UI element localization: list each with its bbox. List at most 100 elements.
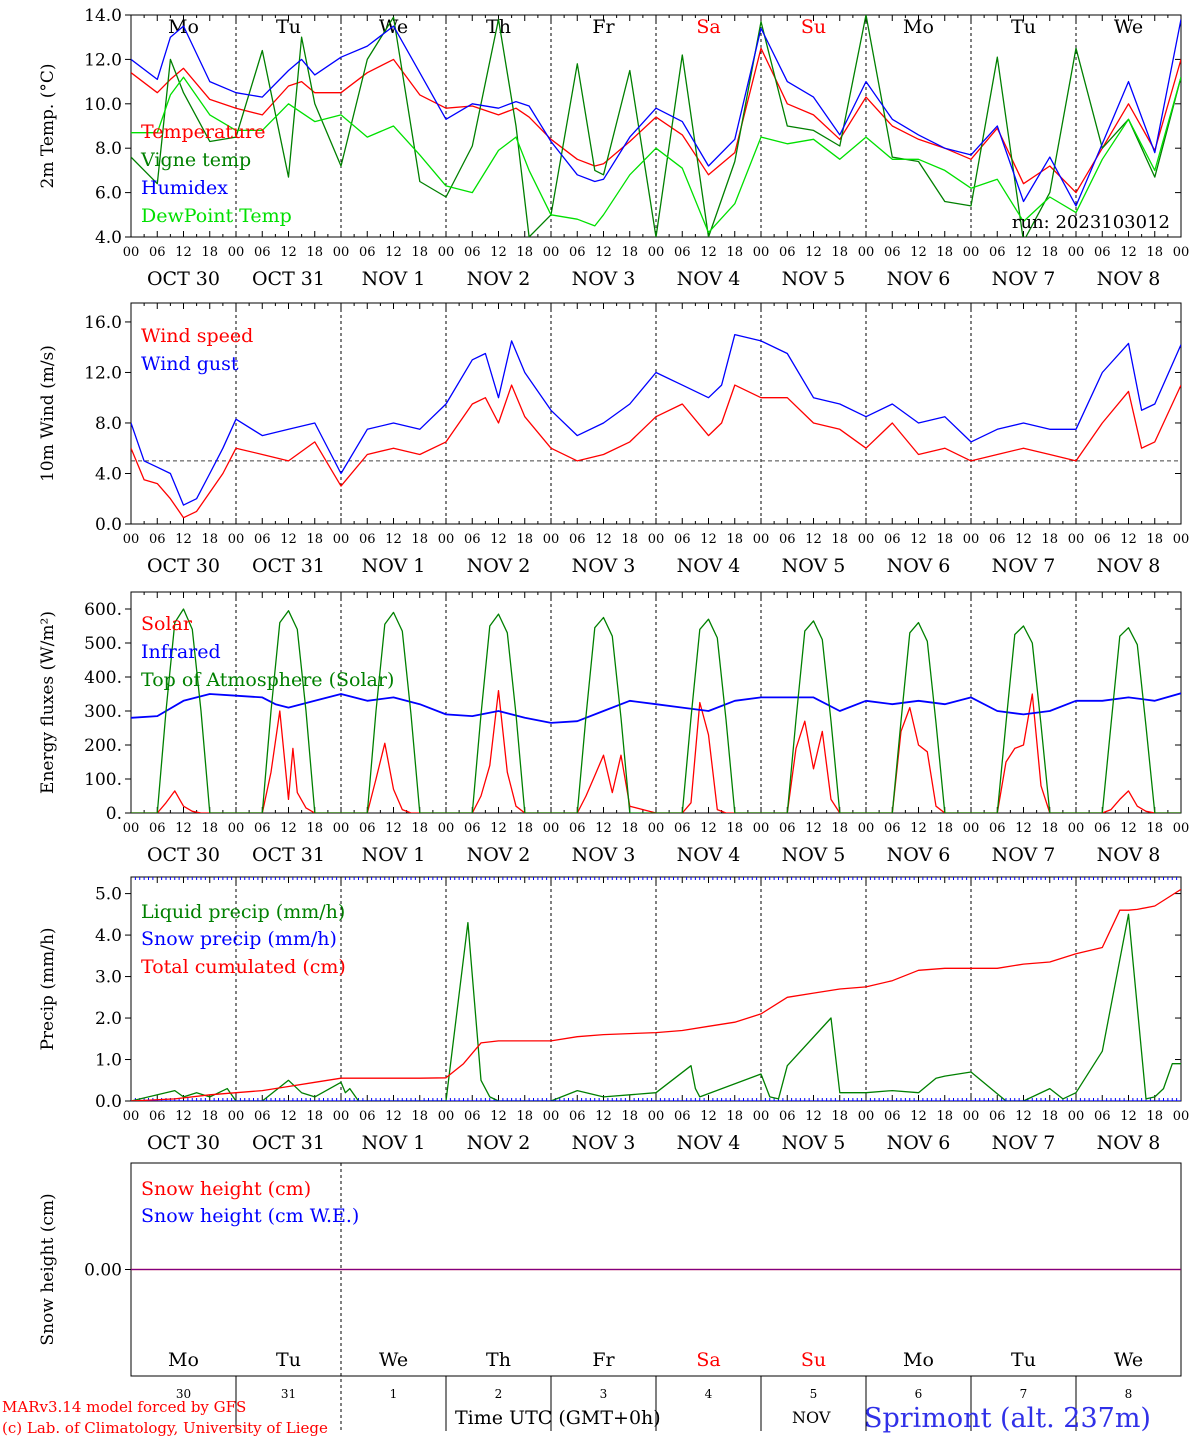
weekday-label: Sa	[696, 16, 720, 38]
hour-tick-label: 00	[648, 245, 665, 260]
date-label: NOV 3	[572, 844, 636, 866]
legend-entry: Snow precip (mm/h)	[141, 928, 337, 950]
hour-tick-label: 00	[543, 532, 560, 547]
hour-tick-label: 12	[490, 821, 507, 836]
hour-tick-label: 12	[175, 245, 192, 260]
date-label: NOV 7	[992, 555, 1056, 577]
date-label: NOV 7	[992, 268, 1056, 290]
hour-tick-label: 06	[884, 245, 901, 260]
date-label: NOV 2	[467, 268, 531, 290]
day-number-label: 7	[1020, 1387, 1028, 1401]
date-label: NOV 2	[467, 1132, 531, 1154]
hour-tick-label: 00	[963, 821, 980, 836]
hour-tick-label: 12	[1015, 532, 1032, 547]
station-name: Sprimont (alt. 237m)	[864, 1403, 1151, 1434]
hour-tick-label: 12	[280, 245, 297, 260]
y-tick-label: 4.0	[95, 464, 122, 484]
hour-tick-label: 00	[1068, 1109, 1085, 1124]
hour-tick-label: 00	[438, 245, 455, 260]
hour-tick-label: 12	[700, 1109, 717, 1124]
hour-tick-label: 06	[359, 1109, 376, 1124]
weekday-label: We	[379, 1349, 408, 1371]
day-number-label: 6	[915, 1387, 923, 1401]
date-label: NOV 7	[992, 844, 1056, 866]
hour-tick-label: 00	[648, 1109, 665, 1124]
hour-tick-label: 06	[149, 245, 166, 260]
legend-entry: Snow height (cm W.E.)	[141, 1205, 359, 1227]
legend-entry: DewPoint Temp	[141, 205, 292, 227]
day-number-label: 1	[390, 1387, 398, 1401]
hour-tick-label: 06	[779, 245, 796, 260]
y-axis-label: Snow height (cm)	[38, 1193, 58, 1345]
y-tick-label: 0.0	[95, 1092, 122, 1112]
hour-tick-label: 00	[123, 821, 140, 836]
hour-tick-label: 00	[228, 821, 245, 836]
panel-snow: 0.00 Snow height (cm) Mo 30 Tu 31 We 1 Th 2 Fr 3 Sa 4…	[38, 1162, 1182, 1431]
y-tick-label: 16.0	[84, 313, 122, 333]
weekday-label: Th	[486, 1349, 511, 1371]
date-label: NOV 4	[677, 268, 741, 290]
y-tick-label: 12.0	[84, 50, 122, 70]
series-line-dewpoint-temp	[131, 76, 1181, 234]
hour-tick-label: 00	[963, 245, 980, 260]
hour-tick-label: 06	[464, 1109, 481, 1124]
y-tick-label: 3.0	[95, 968, 122, 988]
day-number-label: 8	[1125, 1387, 1133, 1401]
date-label: NOV 4	[677, 555, 741, 577]
date-label: NOV 8	[1097, 555, 1161, 577]
hour-tick-label: 00	[1068, 532, 1085, 547]
hour-tick-label: 00	[1068, 245, 1085, 260]
hour-tick-label: 18	[726, 245, 743, 260]
hour-tick-label: 06	[779, 821, 796, 836]
hour-tick-label: 00	[228, 245, 245, 260]
panel-precip: 00 06 12 18 OCT 30 00 06 12 18 OCT 31 00 06 12 18 NOV …	[38, 876, 1189, 1154]
hour-tick-label: 06	[1094, 1109, 1111, 1124]
hour-tick-label: 18	[1041, 532, 1058, 547]
date-label: NOV 5	[782, 268, 846, 290]
hour-tick-label: 00	[1068, 821, 1085, 836]
hour-tick-label: 06	[569, 1109, 586, 1124]
y-tick-label: 400.	[84, 668, 122, 688]
hour-tick-label: 12	[910, 245, 927, 260]
date-label: NOV 3	[572, 555, 636, 577]
hour-tick-label: 18	[726, 532, 743, 547]
hour-tick-label: 18	[621, 821, 638, 836]
y-tick-label: 200.	[84, 736, 122, 756]
hour-tick-label: 12	[175, 532, 192, 547]
series-line-infrared	[131, 692, 1181, 724]
y-tick-label: 600.	[84, 600, 122, 620]
y-tick-label: 8.0	[95, 414, 122, 434]
hour-tick-label: 12	[385, 1109, 402, 1124]
hour-tick-label: 00	[858, 1109, 875, 1124]
hour-tick-label: 12	[700, 821, 717, 836]
hour-tick-label: 00	[858, 821, 875, 836]
legend-entry: Vigne temp	[140, 149, 251, 171]
hour-tick-label: 00	[963, 532, 980, 547]
series-group	[131, 15, 1181, 237]
hour-tick-label: 18	[1041, 245, 1058, 260]
hour-tick-label: 00	[123, 245, 140, 260]
date-label: OCT 31	[252, 1132, 325, 1154]
hour-tick-label: 06	[884, 532, 901, 547]
series-group	[131, 888, 1181, 1101]
hour-tick-label: 12	[805, 245, 822, 260]
date-label: NOV 2	[467, 555, 531, 577]
y-tick-label: 100.	[84, 770, 122, 790]
hour-tick-label: 06	[569, 821, 586, 836]
legend-entry: Liquid precip (mm/h)	[141, 901, 345, 923]
hour-tick-label: 18	[411, 1109, 428, 1124]
hour-tick-label: 18	[516, 245, 533, 260]
hour-tick-label: 00	[1173, 821, 1190, 836]
month-label: NOV	[792, 1408, 831, 1427]
day-number-label: 30	[176, 1387, 191, 1401]
y-tick-label: 6.0	[95, 184, 122, 204]
hour-tick-label: 06	[884, 821, 901, 836]
hour-tick-label: 06	[359, 532, 376, 547]
y-tick-label: 500.	[84, 634, 122, 654]
date-label: OCT 31	[252, 844, 325, 866]
y-tick-label: 300.	[84, 702, 122, 722]
hour-tick-label: 18	[621, 1109, 638, 1124]
hour-tick-label: 18	[516, 1109, 533, 1124]
hour-tick-label: 12	[1120, 532, 1137, 547]
